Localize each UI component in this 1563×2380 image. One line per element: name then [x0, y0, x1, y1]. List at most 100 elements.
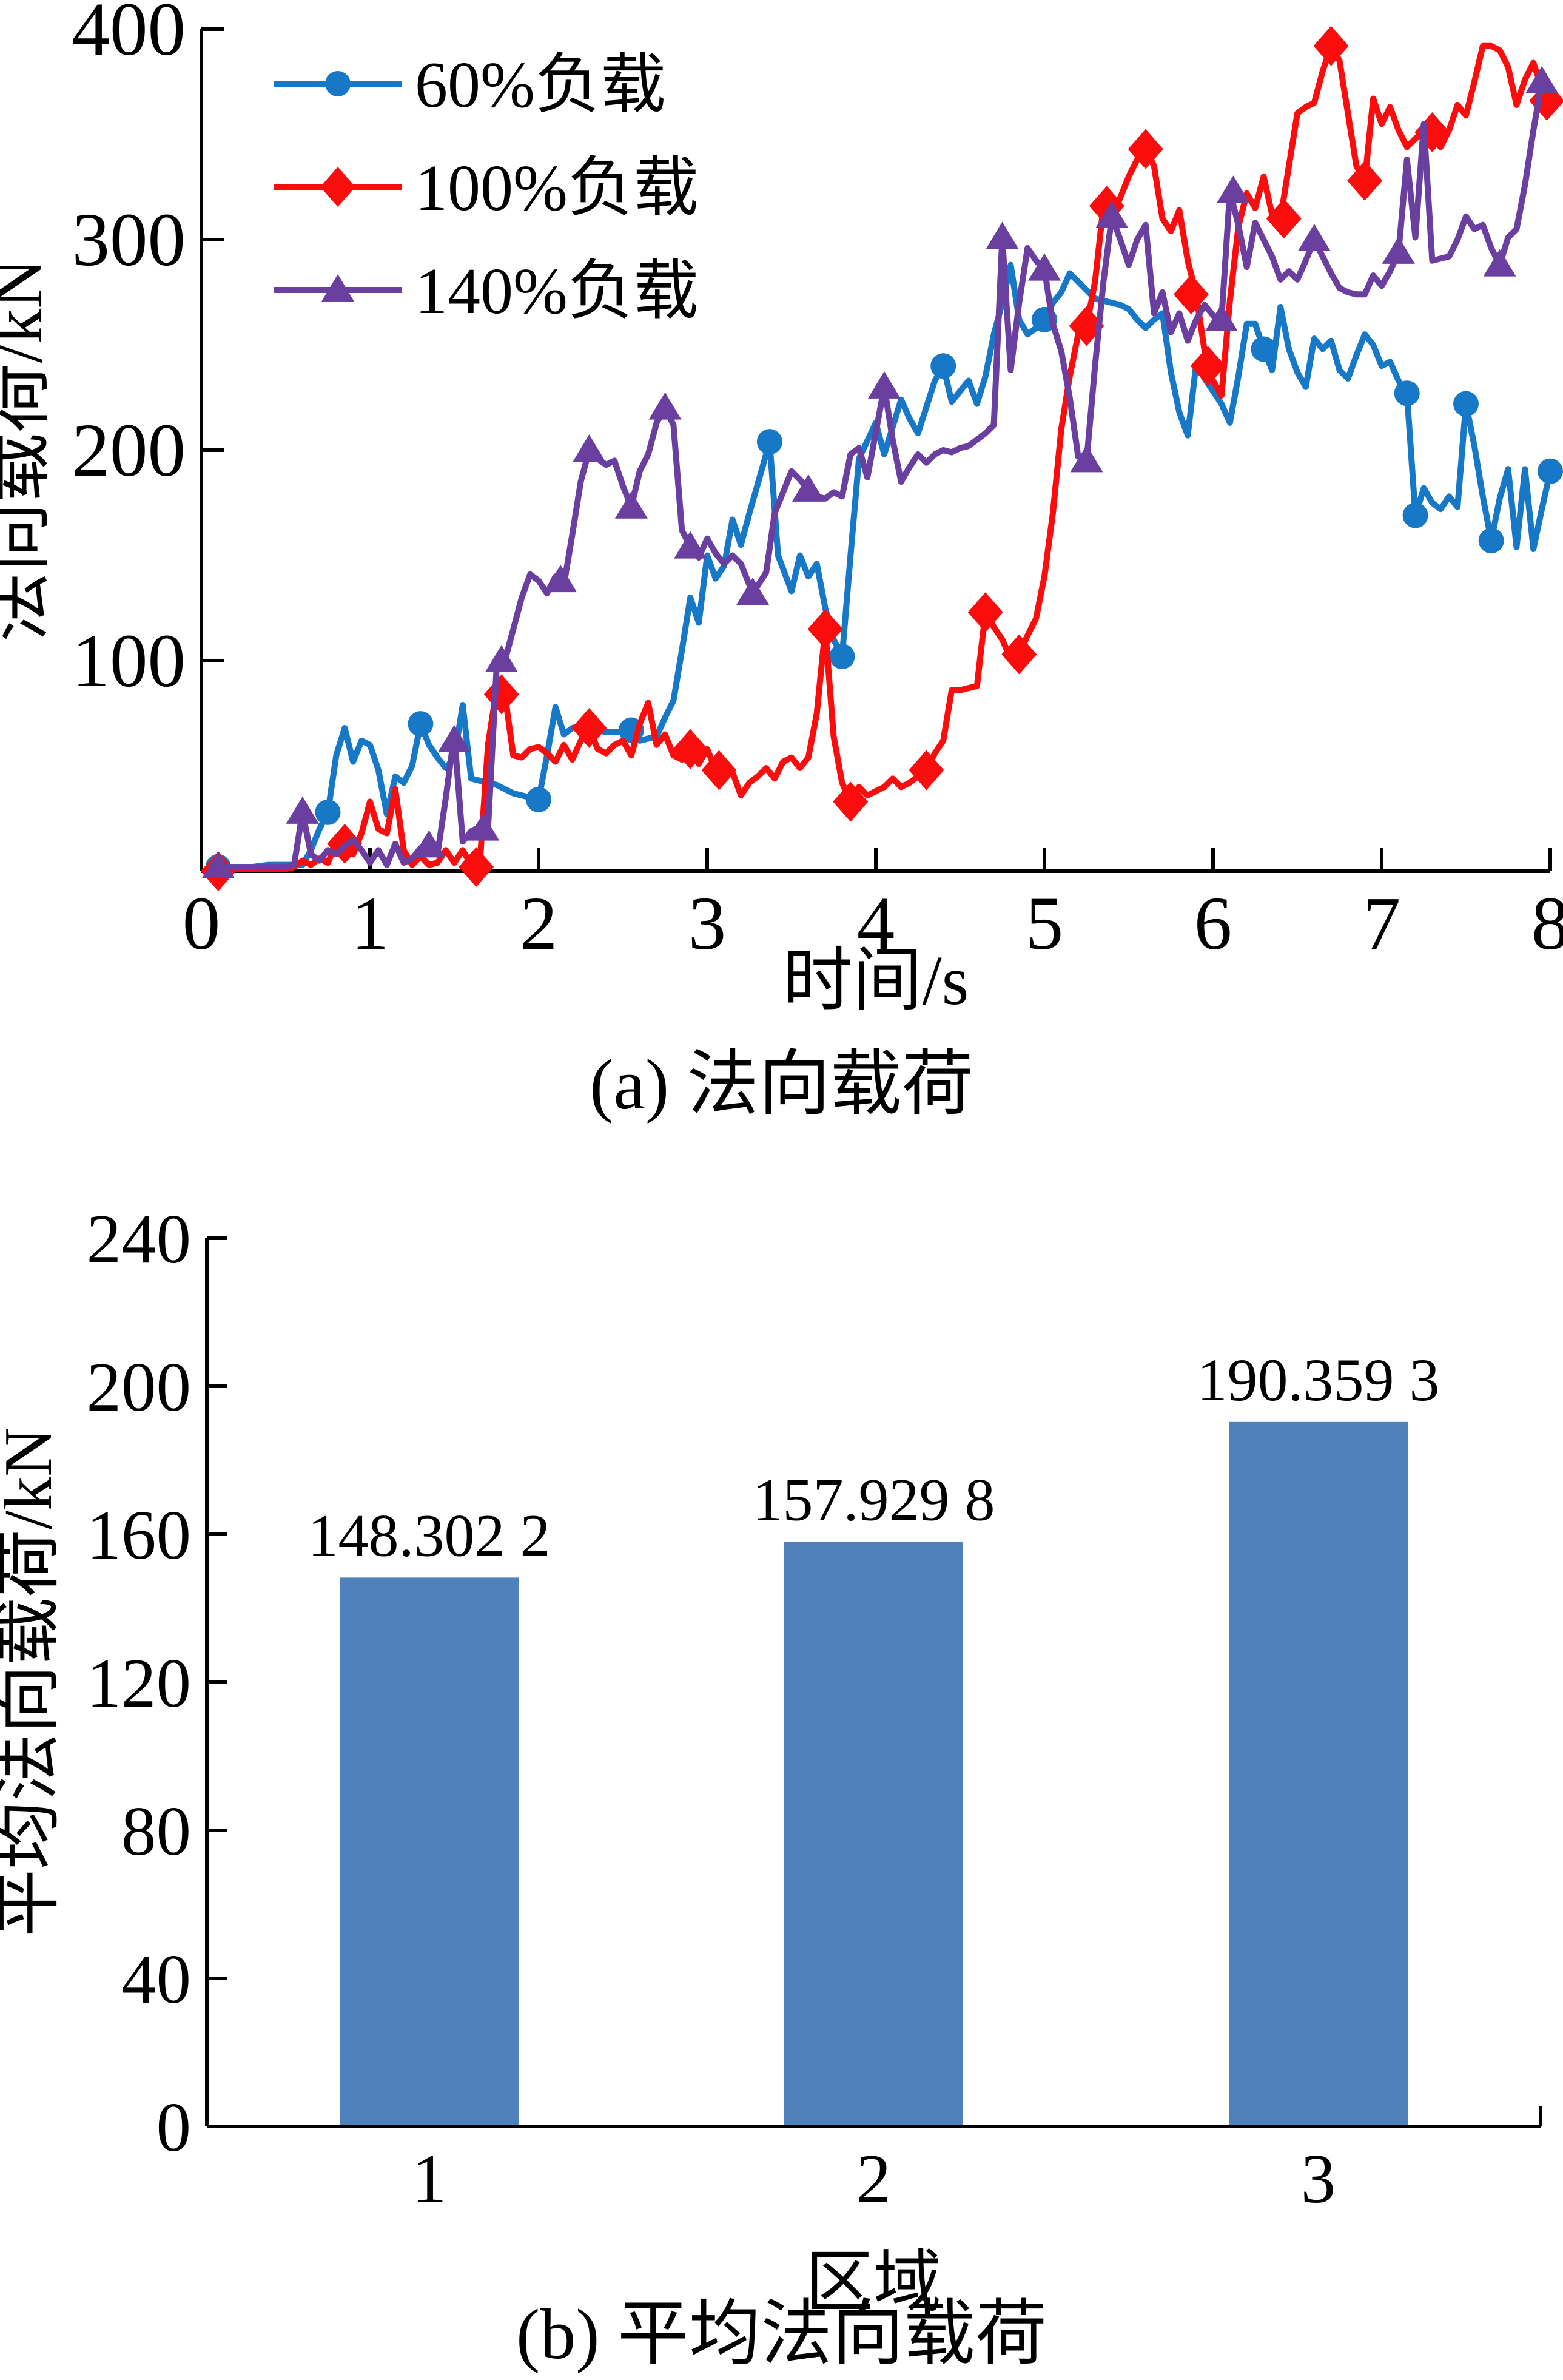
triangle-marker — [648, 392, 682, 420]
axes — [200, 27, 1552, 873]
bar-value-label: 148.302 2 — [308, 1502, 551, 1569]
circle-icon — [325, 71, 351, 96]
bar-3 — [1229, 1421, 1408, 2126]
triangle-marker — [1483, 249, 1516, 277]
triangle-marker — [1070, 445, 1103, 473]
diamond-marker — [1347, 160, 1383, 201]
diamond-icon — [320, 167, 355, 207]
circle-marker — [1402, 502, 1428, 528]
triangle-marker — [466, 813, 500, 841]
legend-item-100%负载: 100%负载 — [274, 152, 699, 224]
triangle-marker — [986, 221, 1019, 249]
y-tick-label: 120 — [87, 1645, 192, 1722]
triangle-marker — [1217, 175, 1250, 203]
circle-marker — [315, 799, 341, 825]
x-category-label: 1 — [412, 2140, 447, 2217]
diamond-marker — [1173, 274, 1209, 315]
bar-1 — [340, 1577, 519, 2126]
y-tick-label: 160 — [87, 1497, 192, 1574]
triangle-marker — [201, 851, 235, 879]
triangle-marker — [1095, 200, 1129, 228]
circle-marker — [1251, 336, 1277, 362]
triangle-marker — [1297, 224, 1331, 251]
triangle-marker — [1382, 236, 1415, 264]
legend-label: 140%负载 — [415, 255, 699, 328]
x-category-label: 3 — [1301, 2140, 1336, 2217]
diamond-marker — [1190, 346, 1226, 386]
circle-marker — [829, 644, 855, 670]
diamond-marker — [967, 592, 1003, 633]
circle-marker — [1538, 458, 1563, 484]
circle-marker — [756, 429, 782, 455]
circle-marker — [526, 787, 551, 813]
x-tick-label: 6 — [1194, 882, 1232, 966]
circle-marker — [408, 711, 434, 737]
diamond-marker — [1128, 129, 1163, 169]
circle-marker — [930, 353, 956, 379]
x-tick-label: 0 — [183, 882, 221, 966]
y-tick-label: 80 — [121, 1793, 191, 1870]
y-tick-label: 240 — [87, 1201, 192, 1278]
diamond-marker — [1001, 634, 1037, 675]
circle-marker — [1394, 380, 1420, 406]
triangle-marker — [867, 371, 901, 399]
legend-item-60%负载: 60%负载 — [274, 49, 666, 121]
series-line — [218, 261, 1553, 871]
circle-marker — [1478, 528, 1504, 554]
y-tick-label: 300 — [72, 198, 186, 282]
y-tick-label: 40 — [121, 1941, 191, 2018]
triangle-marker — [792, 474, 825, 502]
caption-a: (a) 法向载荷 — [590, 1045, 973, 1124]
tick-labels: 0 1 2 3 4 5 6 7 8 100 200 300 400 — [72, 0, 1563, 966]
diamond-marker — [673, 729, 708, 769]
triangle-marker — [438, 724, 471, 752]
diamond-marker — [459, 847, 494, 888]
diamond-marker — [807, 608, 843, 649]
y-tick-label: 200 — [72, 409, 186, 493]
y-axis-title: 平均法向载荷/kN — [0, 1428, 66, 1937]
bar-chart-average-load: 148.302 2 157.929 8 190.359 3 0 40 80 120 160 20… — [0, 1201, 1542, 2321]
series-line — [218, 78, 1553, 871]
triangle-marker — [1205, 303, 1238, 331]
diamond-marker — [483, 674, 519, 715]
triangle-marker — [544, 565, 577, 593]
x-category-label: 2 — [856, 2140, 892, 2217]
diamond-marker — [1313, 25, 1349, 66]
series-140%负载 — [201, 66, 1559, 879]
x-tick-label: 1 — [351, 882, 389, 966]
line-chart-normal-load: 0 1 2 3 4 5 6 7 8 100 200 300 400 时间/s 法向载荷/kN 60%负载 100… — [0, 0, 1563, 1019]
axes — [205, 1236, 1542, 2128]
bar-2 — [784, 1542, 963, 2126]
bar-value-label: 190.359 3 — [1197, 1346, 1440, 1414]
series-100%负载 — [200, 25, 1563, 891]
diamond-marker — [571, 708, 607, 749]
x-axis-title: 时间/s — [783, 942, 969, 1019]
triangle-marker — [1028, 253, 1061, 281]
legend-label: 60%负载 — [415, 49, 666, 121]
triangle-marker — [674, 531, 707, 559]
x-tick-label: 3 — [688, 882, 727, 966]
y-axis-title: 法向载荷/kN — [0, 258, 56, 642]
x-tick-label: 2 — [520, 882, 558, 966]
circle-marker — [1453, 391, 1479, 417]
y-tick-label: 400 — [72, 0, 186, 72]
tick-labels: 0 40 80 120 160 200 240 1 2 3 — [87, 1201, 1336, 2217]
diamond-marker — [833, 781, 869, 822]
caption-b: (b) 平均法向载荷 — [516, 2294, 1047, 2374]
triangle-marker — [485, 645, 518, 672]
y-tick-label: 100 — [72, 619, 186, 703]
diamond-marker — [701, 750, 737, 791]
y-tick-label: 200 — [87, 1349, 192, 1426]
x-tick-label: 7 — [1363, 882, 1401, 966]
x-tick-label: 8 — [1531, 882, 1563, 966]
y-tick-label: 0 — [156, 2089, 192, 2166]
diamond-marker — [909, 750, 944, 791]
diamond-marker — [1266, 198, 1302, 239]
triangle-marker — [412, 830, 446, 858]
triangle-marker — [286, 796, 319, 824]
triangle-marker — [573, 434, 606, 462]
x-tick-label: 4 — [857, 882, 895, 966]
triangle-marker — [1525, 66, 1559, 93]
triangle-icon — [321, 274, 354, 302]
